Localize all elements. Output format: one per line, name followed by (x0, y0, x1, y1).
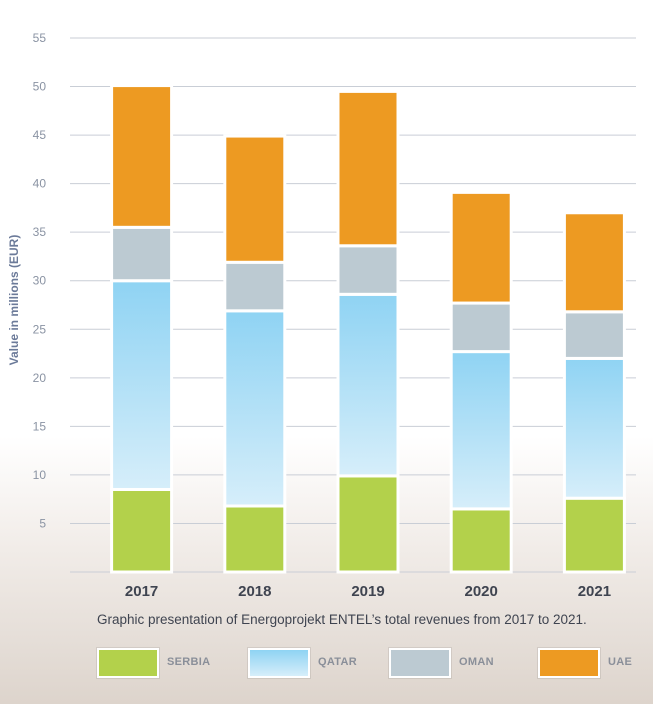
bar-segment-serbia-2018 (223, 504, 287, 574)
bar-stack-2021 (562, 211, 626, 574)
bar-stack-2019 (336, 89, 400, 574)
bar-segment-uae-2020 (449, 190, 513, 305)
legend-label: UAE (608, 656, 633, 668)
legend-swatch (389, 648, 451, 678)
bar-segment-uae-2018 (223, 134, 287, 264)
bar-segment-oman-2017 (110, 225, 174, 283)
x-category-label: 2019 (351, 583, 384, 600)
bar-segment-oman-2019 (336, 244, 400, 296)
y-tick-label: 50 (33, 80, 47, 94)
legend-swatch (248, 648, 310, 678)
bar-stack-2018 (223, 134, 287, 574)
bar-stack-2020 (449, 190, 513, 574)
y-tick-label: 40 (33, 177, 47, 191)
y-tick-label: 10 (33, 468, 47, 482)
x-category-label: 2021 (578, 583, 611, 600)
y-tick-label: 5 (39, 516, 46, 530)
x-category-label: 2020 (465, 583, 498, 600)
bar-segment-uae-2021 (562, 211, 626, 314)
bar-segment-uae-2017 (110, 84, 174, 229)
bar-segment-serbia-2020 (449, 507, 513, 574)
y-tick-label: 15 (33, 419, 47, 433)
bar-segment-qatar-2020 (449, 350, 513, 511)
legend-label: OMAN (459, 656, 494, 668)
legend-swatch (538, 648, 600, 678)
bar-segment-oman-2021 (562, 310, 626, 360)
bar-segment-uae-2019 (336, 89, 400, 248)
y-axis-label: Value in millions (EUR) (7, 235, 21, 366)
bar-segment-qatar-2019 (336, 292, 400, 478)
legend-label: QATAR (318, 656, 357, 668)
x-category-label: 2018 (238, 583, 271, 600)
y-tick-labels: 5 10 15 20 25 30 35 40 45 50 55 (33, 31, 47, 530)
bar-segment-serbia-2017 (110, 487, 174, 574)
bar-segment-oman-2018 (223, 260, 287, 313)
y-tick-label: 55 (33, 31, 47, 45)
bars (110, 84, 626, 574)
x-category-labels: 2017 2018 2019 2020 2021 (125, 583, 611, 600)
y-tick-label: 25 (33, 322, 47, 336)
legend: SERBIA QATAR OMAN UAE (0, 648, 653, 682)
bar-segment-oman-2020 (449, 301, 513, 354)
y-tick-label: 45 (33, 128, 47, 142)
legend-label: SERBIA (167, 656, 211, 668)
y-tick-label: 20 (33, 371, 47, 385)
bar-segment-qatar-2021 (562, 356, 626, 500)
bar-segment-qatar-2018 (223, 309, 287, 508)
bar-segment-qatar-2017 (110, 279, 174, 491)
bar-stack-2017 (110, 84, 174, 574)
legend-swatch (97, 648, 159, 678)
y-tick-label: 30 (33, 274, 47, 288)
chart-caption: Graphic presentation of Energoprojekt EN… (97, 612, 587, 627)
bar-segment-serbia-2019 (336, 474, 400, 574)
x-category-label: 2017 (125, 583, 158, 600)
bar-segment-serbia-2021 (562, 496, 626, 574)
y-tick-label: 35 (33, 225, 47, 239)
